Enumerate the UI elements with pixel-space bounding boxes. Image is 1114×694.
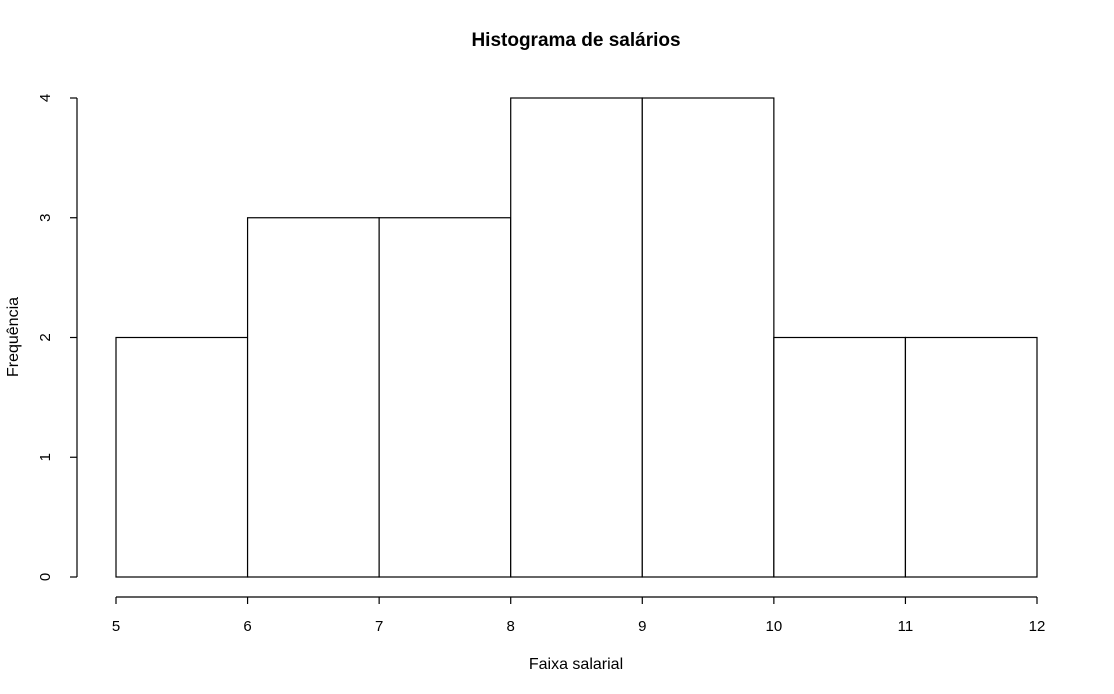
histogram-bar-7: [904, 336, 1038, 578]
x-tick-label-11: 11: [898, 618, 914, 635]
x-tick-label-10: 10: [766, 618, 783, 635]
x-tick-label-7: 7: [375, 618, 383, 635]
x-axis: 5 6 7 8 9 10 11 12: [112, 596, 1046, 635]
x-tick-label-6: 6: [243, 618, 251, 635]
histogram-bar-1: [115, 336, 249, 578]
x-tick-label-12: 12: [1029, 618, 1046, 635]
histogram-bar-2: [246, 217, 380, 578]
histogram-bar-5: [641, 97, 775, 578]
histogram-bar-4: [510, 97, 643, 578]
histogram-bar-3: [378, 217, 512, 578]
y-tick-label-0: 0: [37, 573, 54, 581]
y-axis: 0 1 2 3 4: [37, 94, 78, 581]
x-tick-label-5: 5: [112, 618, 120, 635]
y-axis-label: Frequência: [5, 297, 22, 377]
bars-layer: [115, 97, 1038, 578]
y-tick-label-1: 1: [37, 453, 54, 461]
y-tick-label-2: 2: [37, 333, 54, 341]
chart-title: Histograma de salários: [471, 30, 680, 51]
x-tick-label-8: 8: [507, 618, 515, 635]
y-tick-label-4: 4: [37, 94, 54, 102]
y-tick-label-3: 3: [37, 214, 54, 222]
x-tick-label-9: 9: [638, 618, 646, 635]
histogram-bar-6: [773, 336, 907, 578]
x-axis-label: Faixa salarial: [529, 656, 623, 673]
